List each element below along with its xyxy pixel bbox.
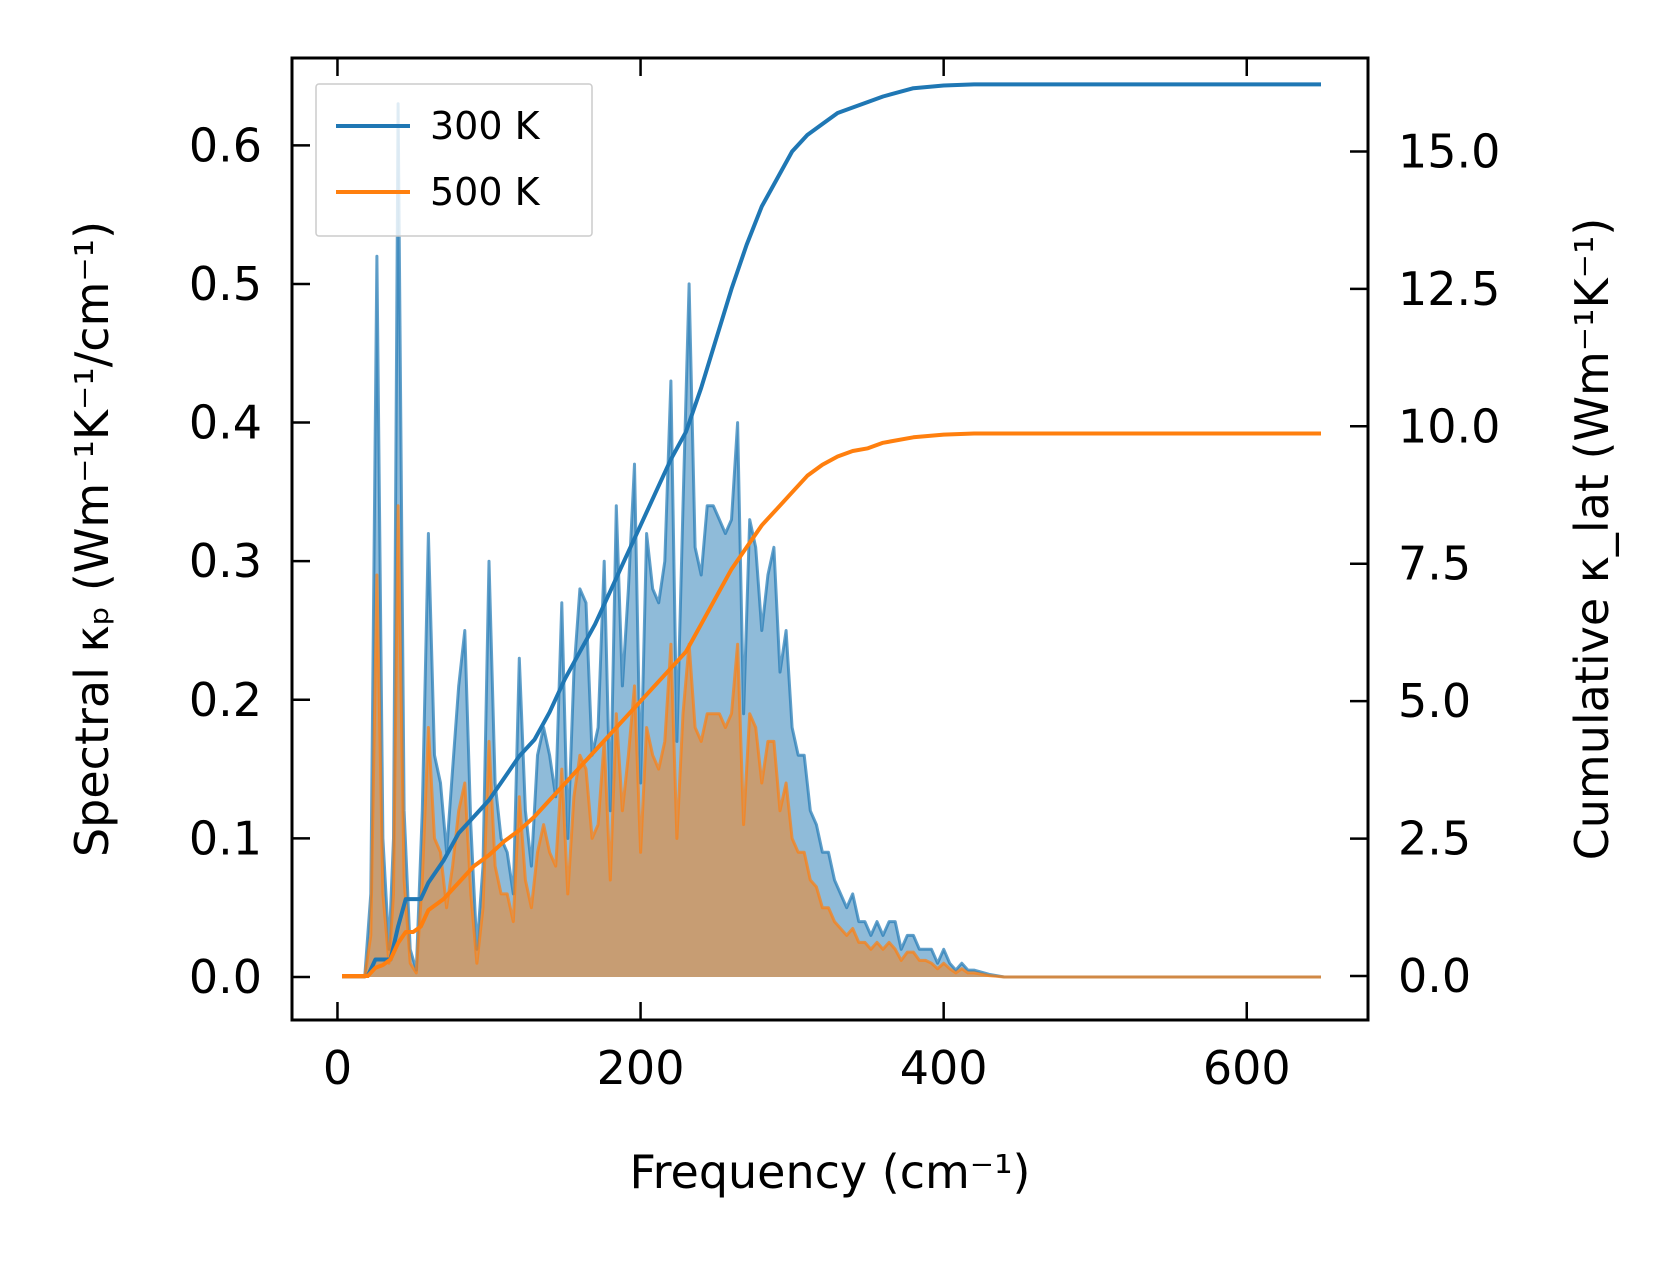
cumulative-line-500k xyxy=(342,431,1321,978)
y-left-tick-label: 0.0 xyxy=(189,950,262,1004)
y-left-tick-label: 0.4 xyxy=(189,396,262,450)
legend-box xyxy=(315,83,593,237)
y-right-tick-label: 2.5 xyxy=(1398,812,1471,866)
spectral-line-layer xyxy=(342,102,1321,979)
spectral-fill-500k xyxy=(342,505,1321,977)
y-right-tick-label: 10.0 xyxy=(1398,399,1500,453)
y-right-tick-label: 7.5 xyxy=(1398,537,1471,591)
plot-frame xyxy=(290,56,1370,1022)
y-left-tick-label: 0.6 xyxy=(189,118,262,172)
y-axis-right-label: Cumulative κ_lat (Wm⁻¹K⁻¹) xyxy=(1565,218,1619,861)
y-left-tick-label: 0.3 xyxy=(189,534,262,588)
cumulative-line-300k xyxy=(342,82,1321,978)
y-right-tick-label: 15.0 xyxy=(1398,124,1500,178)
legend-label-500k: 500 K xyxy=(430,170,541,214)
y-left-tick-label: 0.5 xyxy=(189,257,262,311)
cumulative-line-layer xyxy=(342,82,1321,978)
y-right-tick-label: 12.5 xyxy=(1398,262,1500,316)
x-tick-label: 400 xyxy=(900,1041,988,1095)
y-right-tick-label: 5.0 xyxy=(1398,674,1471,728)
spectral-line-500k xyxy=(342,504,1321,979)
x-tick-label: 0 xyxy=(323,1041,352,1095)
y-left-tick-label: 0.1 xyxy=(189,811,262,865)
y-axis-left-label: Spectral κₚ (Wm⁻¹K⁻¹/cm⁻¹) xyxy=(65,221,119,857)
y-right-tick-label: 0.0 xyxy=(1398,949,1471,1003)
spectral-line-300k xyxy=(342,102,1321,979)
x-tick-label: 200 xyxy=(597,1041,685,1095)
tick-layer: 0 200 400 600 0.0 0.1 0.2 0.3 0.4 0.5 0.6 0.0 2.5 5.0… xyxy=(189,58,1500,1095)
x-axis-label: Frequency (cm⁻¹) xyxy=(630,1145,1031,1199)
legend: 300 K 500 K xyxy=(315,83,593,237)
x-tick-label: 600 xyxy=(1203,1041,1291,1095)
y-left-tick-label: 0.2 xyxy=(189,673,262,727)
legend-label-300k: 300 K xyxy=(430,104,541,148)
